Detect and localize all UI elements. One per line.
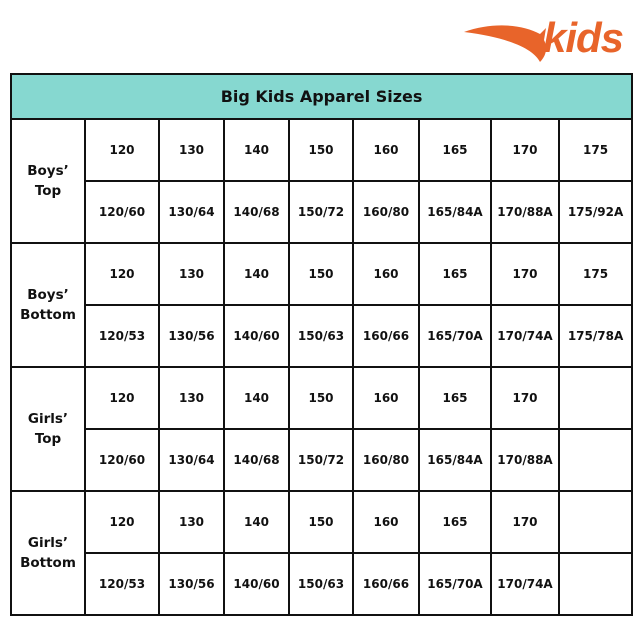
size-cell: 170: [490, 242, 560, 306]
size-code-cell: 140/60: [223, 304, 290, 368]
size-code-cell: 175/92A: [557, 180, 634, 244]
size-code-cell: 170/88A: [490, 180, 560, 244]
size-row: Girls’ Bottom 120 130 140 150 160 165 170: [10, 490, 634, 616]
category-label: Boys’ Bottom: [10, 242, 86, 368]
code-row: 120/53 130/56 140/60 150/63 160/66 165/70A 170…: [11, 304, 634, 368]
category-label: Girls’ Top: [10, 366, 86, 492]
size-cell: 120: [84, 242, 160, 306]
size-row: Girls’ Top 120 130 140 150 160 165 170: [10, 366, 634, 492]
category-label-line: Boys’: [27, 163, 69, 179]
size-code-cell: 165/84A: [418, 428, 492, 492]
size-code-cell: 140/68: [223, 180, 290, 244]
size-cell: 140: [223, 490, 290, 554]
size-code-cell: 120/53: [84, 552, 160, 616]
size-code-cell: 150/72: [288, 180, 354, 244]
size-code-cell: 130/64: [158, 428, 225, 492]
category-label-line: Boys’: [27, 287, 69, 303]
logo-text: kids: [543, 14, 624, 61]
code-row: 120/60 130/64 140/68 150/72 160/80 165/84A 170…: [11, 180, 634, 244]
size-code-cell: 160/66: [352, 304, 420, 368]
size-cell: 175: [557, 242, 634, 306]
size-code-cell: 170/74A: [490, 552, 560, 616]
size-code-cell: 160/80: [352, 180, 420, 244]
size-cell: 165: [418, 366, 492, 430]
size-cell: 130: [158, 118, 225, 182]
size-cell: 165: [418, 242, 492, 306]
size-code-cell: 170/74A: [490, 304, 560, 368]
size-code-cell: 165/70A: [418, 552, 492, 616]
size-code-cell: [557, 552, 634, 616]
category-label-line: Bottom: [20, 307, 76, 323]
size-cell: 170: [490, 490, 560, 554]
size-cell: 165: [418, 490, 492, 554]
code-row: 120/53 130/56 140/60 150/63 160/66 165/70A 170…: [11, 552, 634, 616]
category-label-line: Top: [34, 431, 62, 447]
size-cell: 130: [158, 242, 225, 306]
size-cell: 120: [84, 366, 160, 430]
size-code-cell: 140/68: [223, 428, 290, 492]
size-row: Boys’ Top 120 130 140 150 160 165 170 175: [10, 118, 634, 244]
size-cell: 170: [490, 118, 560, 182]
size-code-cell: 150/63: [288, 304, 354, 368]
size-cell: 150: [288, 366, 354, 430]
size-cell: 160: [352, 242, 420, 306]
size-cell: 165: [418, 118, 492, 182]
size-cell: 160: [352, 366, 420, 430]
category-label: Girls’ Bottom: [10, 490, 86, 616]
size-code-cell: 150/63: [288, 552, 354, 616]
size-code-cell: [557, 428, 634, 492]
size-code-cell: 175/78A: [557, 304, 634, 368]
size-row: Boys’ Bottom 120 130 140 150 160 165 170 175: [10, 242, 634, 368]
size-code-cell: 120/60: [84, 428, 160, 492]
size-chart-table: Big Kids Apparel Sizes Boys’ Top 120 130 140…: [9, 73, 634, 616]
category-label-line: Girls’: [27, 411, 69, 427]
size-code-cell: 140/60: [223, 552, 290, 616]
size-cell: 130: [158, 366, 225, 430]
size-cell: [557, 366, 634, 430]
size-cell: 120: [84, 490, 160, 554]
size-cell: [557, 490, 634, 554]
size-code-cell: 130/64: [158, 180, 225, 244]
size-cell: 160: [352, 118, 420, 182]
category-label-line: Top: [34, 183, 62, 199]
size-cell: 140: [223, 366, 290, 430]
size-cell: 170: [490, 366, 560, 430]
size-cell: 160: [352, 490, 420, 554]
table-title: Big Kids Apparel Sizes: [9, 73, 634, 120]
code-row: 120/60 130/64 140/68 150/72 160/80 165/84A 170…: [11, 428, 634, 492]
size-cell: 140: [223, 118, 290, 182]
category-label-line: Girls’: [27, 535, 69, 551]
size-code-cell: 160/80: [352, 428, 420, 492]
size-code-cell: 120/53: [84, 304, 160, 368]
size-code-cell: 160/66: [352, 552, 420, 616]
size-cell: 150: [288, 118, 354, 182]
size-code-cell: 150/72: [288, 428, 354, 492]
size-cell: 150: [288, 490, 354, 554]
size-code-cell: 130/56: [158, 552, 225, 616]
size-code-cell: 170/88A: [490, 428, 560, 492]
size-cell: 175: [557, 118, 634, 182]
size-code-cell: 165/70A: [418, 304, 492, 368]
swoosh-icon: [464, 25, 547, 63]
size-cell: 130: [158, 490, 225, 554]
size-code-cell: 130/56: [158, 304, 225, 368]
category-label-line: Bottom: [20, 555, 76, 571]
size-code-cell: 165/84A: [418, 180, 492, 244]
category-label: Boys’ Top: [10, 118, 86, 244]
size-code-cell: 120/60: [84, 180, 160, 244]
size-cell: 120: [84, 118, 160, 182]
size-cell: 150: [288, 242, 354, 306]
size-cell: 140: [223, 242, 290, 306]
